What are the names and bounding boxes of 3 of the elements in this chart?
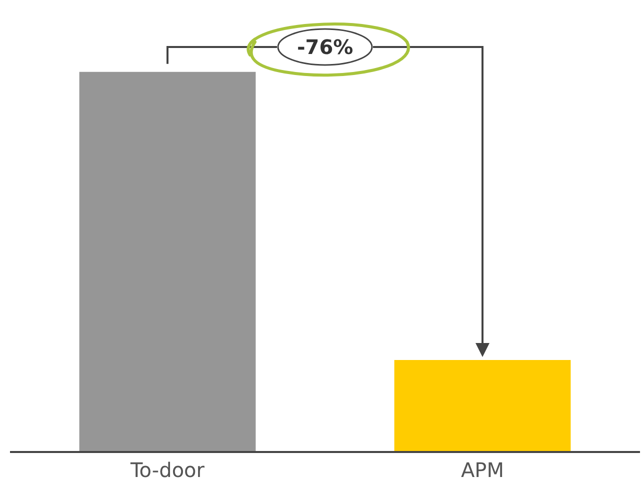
x-tick-label: To-door bbox=[129, 458, 206, 482]
x-tick-label: APM bbox=[461, 458, 504, 482]
text: -76% bbox=[297, 35, 354, 59]
